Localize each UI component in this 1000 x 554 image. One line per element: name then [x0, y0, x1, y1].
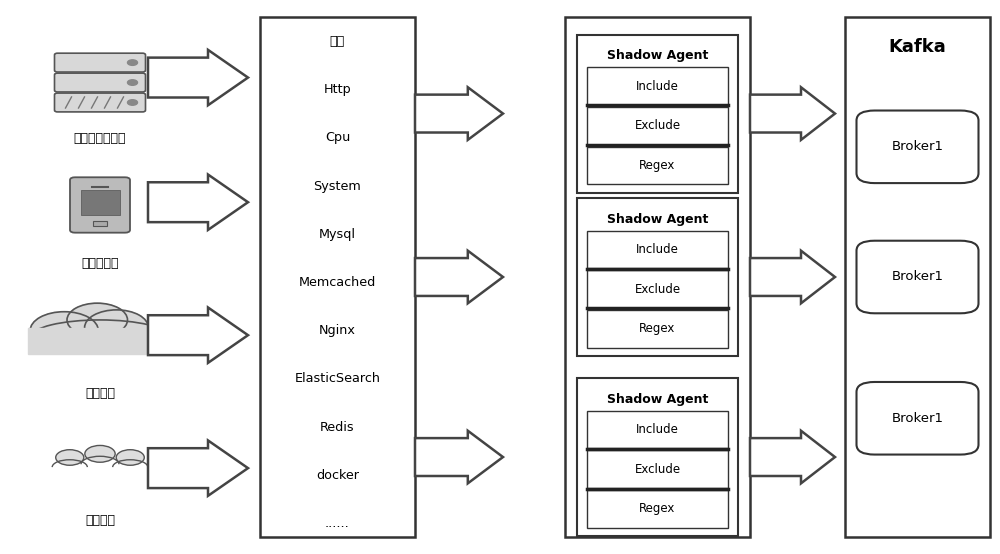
- Text: Nginx: Nginx: [319, 324, 356, 337]
- Text: Include: Include: [636, 80, 679, 93]
- Circle shape: [85, 310, 148, 345]
- Polygon shape: [750, 250, 835, 304]
- Text: Include: Include: [636, 243, 679, 256]
- Polygon shape: [415, 431, 503, 483]
- FancyBboxPatch shape: [856, 382, 978, 454]
- Bar: [93, 221, 107, 226]
- Bar: [587, 310, 728, 348]
- Text: docker: docker: [316, 469, 359, 482]
- Text: Redis: Redis: [320, 420, 355, 434]
- Bar: [587, 411, 728, 448]
- Circle shape: [30, 312, 98, 350]
- Text: Shadow Agent: Shadow Agent: [607, 49, 708, 62]
- Polygon shape: [148, 307, 248, 363]
- Bar: [80, 189, 120, 216]
- Circle shape: [128, 100, 138, 105]
- Circle shape: [85, 445, 115, 462]
- Text: ElasticSearch: ElasticSearch: [294, 372, 380, 386]
- Text: ......: ......: [325, 517, 350, 530]
- Text: Broker1: Broker1: [892, 140, 944, 153]
- FancyBboxPatch shape: [856, 240, 978, 314]
- FancyBboxPatch shape: [70, 177, 130, 233]
- Bar: [587, 230, 728, 268]
- Text: 云上服务: 云上服务: [85, 387, 115, 400]
- Circle shape: [56, 450, 84, 465]
- FancyBboxPatch shape: [856, 111, 978, 183]
- Text: Exclude: Exclude: [634, 119, 681, 132]
- Text: 用户调用: 用户调用: [85, 514, 115, 527]
- Bar: [577, 34, 738, 192]
- Circle shape: [128, 60, 138, 65]
- Text: Shadow Agent: Shadow Agent: [607, 393, 708, 406]
- Circle shape: [128, 80, 138, 85]
- Bar: [577, 198, 738, 356]
- Bar: [28, 328, 172, 354]
- Text: Cpu: Cpu: [325, 131, 350, 145]
- FancyBboxPatch shape: [54, 73, 146, 92]
- Bar: [845, 17, 990, 537]
- Polygon shape: [148, 440, 248, 496]
- Polygon shape: [148, 50, 248, 105]
- Ellipse shape: [31, 320, 169, 353]
- Polygon shape: [750, 87, 835, 140]
- Bar: [587, 270, 728, 308]
- Text: Mysql: Mysql: [319, 228, 356, 241]
- Polygon shape: [750, 431, 835, 483]
- Bar: [587, 68, 728, 105]
- Bar: [587, 147, 728, 184]
- Bar: [587, 490, 728, 527]
- Text: Http: Http: [324, 83, 351, 96]
- Text: 服务器运行状态: 服务器运行状态: [74, 132, 126, 145]
- FancyBboxPatch shape: [54, 93, 146, 112]
- Bar: [587, 450, 728, 488]
- Bar: [565, 17, 750, 537]
- Bar: [577, 378, 738, 536]
- Text: Kafka: Kafka: [889, 38, 946, 56]
- Polygon shape: [415, 250, 503, 304]
- Bar: [260, 17, 415, 537]
- Circle shape: [116, 450, 144, 465]
- Text: Regex: Regex: [639, 159, 676, 172]
- Text: Shadow Agent: Shadow Agent: [607, 213, 708, 225]
- Text: Exclude: Exclude: [634, 283, 681, 296]
- Text: Broker1: Broker1: [892, 412, 944, 425]
- FancyBboxPatch shape: [54, 53, 146, 72]
- Bar: [587, 107, 728, 145]
- Circle shape: [67, 303, 128, 337]
- Polygon shape: [148, 175, 248, 230]
- Text: Broker1: Broker1: [892, 270, 944, 284]
- Text: Include: Include: [636, 423, 679, 436]
- Text: System: System: [314, 179, 361, 193]
- Text: Regex: Regex: [639, 322, 676, 335]
- Text: 日志: 日志: [330, 35, 345, 48]
- Text: Memcached: Memcached: [299, 276, 376, 289]
- Polygon shape: [415, 87, 503, 140]
- Text: 移动端服务: 移动端服务: [81, 257, 119, 270]
- Text: Exclude: Exclude: [634, 463, 681, 476]
- Text: Regex: Regex: [639, 502, 676, 515]
